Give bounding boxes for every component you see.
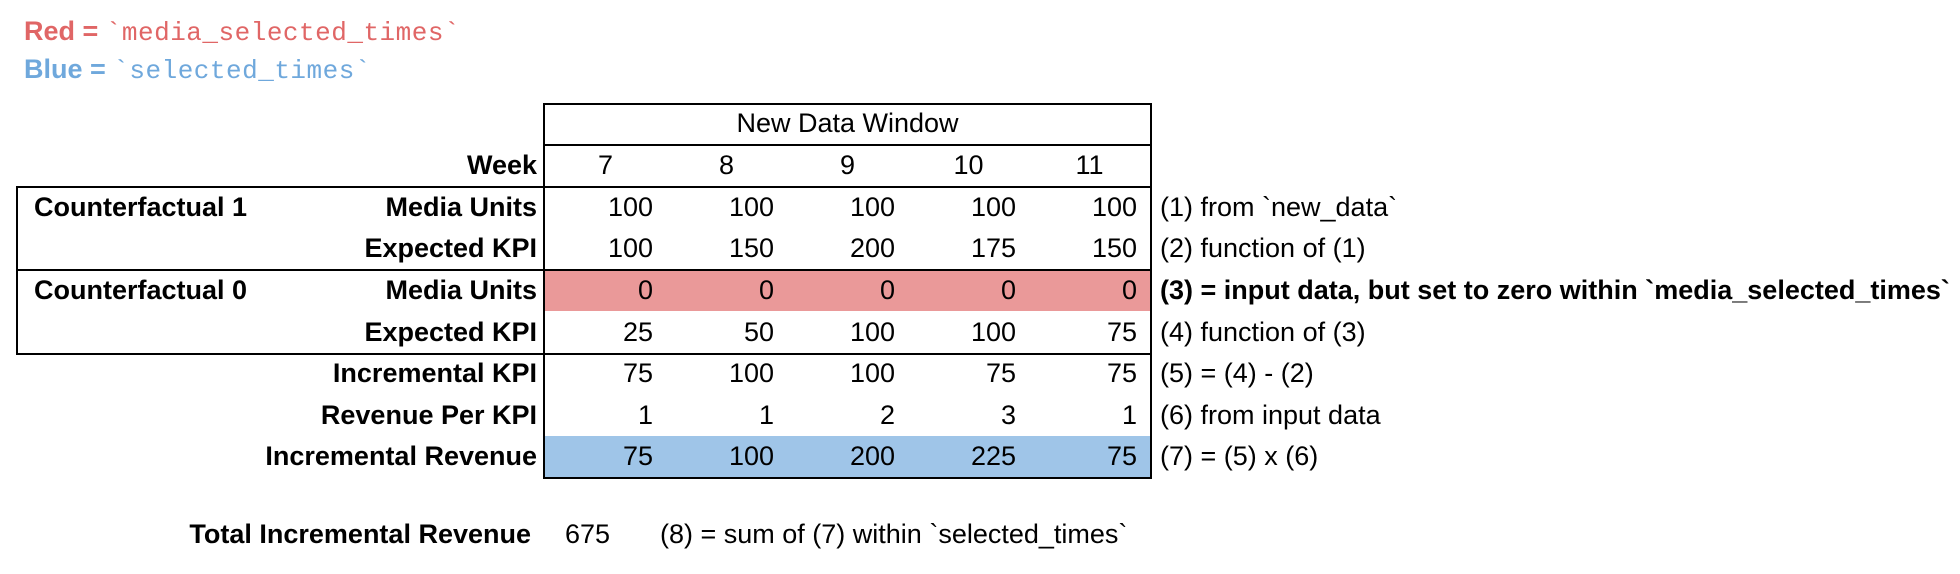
table-cell: 0: [637, 275, 653, 305]
week-row-label: Week: [466, 150, 537, 180]
table-border-cf-divider: [16, 269, 1152, 271]
table-cell: 100: [849, 192, 895, 222]
table-border-left-labels: [16, 186, 18, 355]
row-label: Media Units: [385, 275, 537, 305]
table-cell: 25: [622, 317, 653, 347]
table-cell: 75: [1106, 317, 1137, 347]
legend-red-code: `media_selected_times`: [105, 18, 461, 48]
row-label: Expected KPI: [364, 317, 537, 347]
total-annotation-8: (8) = sum of (7) within `selected_times`: [660, 519, 1128, 549]
table-cell: 100: [1091, 192, 1137, 222]
table-cell: 175: [970, 233, 1016, 263]
table-cell: 100: [728, 358, 774, 388]
table-row-cf0-media-units: Counterfactual 0 Media Units 0 0 0 0 0 (…: [0, 269, 1960, 311]
row-label: Incremental Revenue: [265, 441, 537, 471]
row-label: Revenue Per KPI: [320, 400, 537, 430]
legend-blue-term: Blue: [24, 54, 83, 84]
week-cell: 9: [839, 150, 856, 180]
table-cell: 100: [970, 192, 1016, 222]
row-label: Incremental KPI: [332, 358, 537, 388]
row-annotation-5: (5) = (4) - (2): [1160, 358, 1314, 388]
table-border-right: [1150, 103, 1152, 479]
table-cell: 75: [985, 358, 1016, 388]
row-annotation-4: (4) function of (3): [1160, 317, 1366, 347]
highlighted-blue-row: 75 100 200 225 75: [545, 436, 1150, 477]
table-row-incremental-kpi: Incremental KPI 75 100 100 75 75 (5) = (…: [0, 353, 1960, 394]
legend-blue-code: `selected_times`: [113, 56, 371, 86]
week-cell: 11: [1075, 150, 1104, 180]
total-incremental-revenue-value: 675: [564, 519, 610, 549]
table-cell: 100: [849, 358, 895, 388]
legend-blue-equals: =: [82, 54, 114, 84]
week-cell: 8: [718, 150, 735, 180]
table-header-new-data-window: New Data Window: [736, 108, 959, 138]
row-label: Media Units: [385, 192, 537, 222]
week-cell: 7: [597, 150, 614, 180]
table-cell: 0: [758, 275, 774, 305]
group-label-counterfactual-0: Counterfactual 0: [34, 275, 248, 305]
table-border-under-header: [543, 144, 1152, 146]
table-cell: 225: [970, 441, 1016, 471]
table-cell: 100: [970, 317, 1016, 347]
table-cell: 3: [1000, 400, 1016, 430]
table-row-incremental-revenue: Incremental Revenue 75 100 200 225 75 (7…: [0, 436, 1960, 477]
table-border-under-week: [16, 186, 1152, 188]
table-border-bottom: [543, 477, 1152, 479]
table-row-revenue-per-kpi: Revenue Per KPI 1 1 2 3 1 (6) from input…: [0, 394, 1960, 436]
table-border-left-values: [543, 103, 545, 479]
table-cell: 75: [622, 441, 653, 471]
week-cell: 10: [953, 150, 984, 180]
legend-red-term: Red: [24, 16, 76, 46]
week-row: Week 7 8 9 10 11: [0, 144, 1960, 186]
table-cell: 0: [1121, 275, 1137, 305]
table-cell: 100: [728, 441, 774, 471]
table-cell: 1: [637, 400, 653, 430]
table-row-cf0-expected-kpi: Expected KPI 25 50 100 100 75 (4) functi…: [0, 311, 1960, 353]
row-annotation-2: (2) function of (1): [1160, 233, 1366, 263]
table-cell: 1: [1121, 400, 1137, 430]
row-annotation-1: (1) from `new_data`: [1160, 192, 1398, 222]
table-cell: 100: [607, 192, 653, 222]
total-incremental-revenue-label: Total Incremental Revenue: [189, 519, 531, 549]
legend-blue-line: Blue = `selected_times`: [24, 52, 371, 86]
row-annotation-6: (6) from input data: [1160, 400, 1381, 430]
table-cell: 2: [879, 400, 895, 430]
table-cell: 100: [849, 317, 895, 347]
group-label-counterfactual-1: Counterfactual 1: [34, 192, 248, 222]
table-cell: 200: [849, 233, 895, 263]
legend-red-equals: =: [75, 16, 106, 46]
table-cell: 150: [728, 233, 774, 263]
table-cell: 75: [1106, 441, 1137, 471]
table-cell: 75: [1106, 358, 1137, 388]
row-annotation-7: (7) = (5) x (6): [1160, 441, 1319, 471]
table-row-cf1-media-units: Counterfactual 1 Media Units 100 100 100…: [0, 186, 1960, 228]
row-label: Expected KPI: [364, 233, 537, 263]
table-cell: 50: [743, 317, 774, 347]
row-annotation-3: (3) = input data, but set to zero within…: [1160, 275, 1950, 305]
table-border-under-cf0: [16, 353, 1152, 355]
table-border-top: [543, 103, 1152, 105]
table-cell: 150: [1091, 233, 1137, 263]
table-cell: 0: [1000, 275, 1016, 305]
table-cell: 1: [758, 400, 774, 430]
table-cell: 75: [622, 358, 653, 388]
table-row-cf1-expected-kpi: Expected KPI 100 150 200 175 150 (2) fun…: [0, 228, 1960, 269]
highlighted-red-row: 0 0 0 0 0: [545, 269, 1150, 311]
table-cell: 100: [607, 233, 653, 263]
legend-red-line: Red = `media_selected_times`: [24, 14, 460, 48]
table-cell: 0: [879, 275, 895, 305]
table-cell: 100: [728, 192, 774, 222]
table-cell: 200: [849, 441, 895, 471]
